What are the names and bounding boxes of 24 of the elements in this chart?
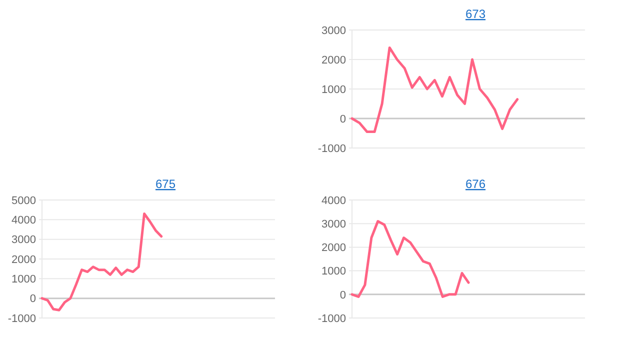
y-tick-label: 4000 xyxy=(322,194,346,207)
y-tick-label: 3000 xyxy=(322,218,346,230)
y-tick-label: 3000 xyxy=(322,24,346,37)
y-tick-label: -1000 xyxy=(318,312,346,325)
chart-title: 673 xyxy=(465,7,486,21)
chart-title: 675 xyxy=(155,177,176,191)
y-tick-label: 2000 xyxy=(322,54,346,66)
y-tick-label: 0 xyxy=(340,289,346,302)
line-series xyxy=(40,212,163,312)
y-tick-label: 0 xyxy=(30,293,36,306)
line-series xyxy=(350,220,470,298)
y-tick-label: 0 xyxy=(340,113,346,126)
y-tick-label: 3000 xyxy=(12,234,36,246)
y-tick-label: 4000 xyxy=(12,214,36,227)
y-tick-label: 1000 xyxy=(12,274,36,286)
y-tick-label: 2000 xyxy=(322,242,346,254)
line-series xyxy=(350,46,519,134)
y-tick-label: 1000 xyxy=(322,266,346,278)
chart-title: 676 xyxy=(465,177,486,191)
y-tick-label: 2000 xyxy=(12,254,36,266)
y-tick-label: -1000 xyxy=(318,142,346,155)
y-tick-label: 1000 xyxy=(322,84,346,96)
y-tick-label: 5000 xyxy=(12,194,36,207)
y-tick-label: -1000 xyxy=(8,312,36,325)
